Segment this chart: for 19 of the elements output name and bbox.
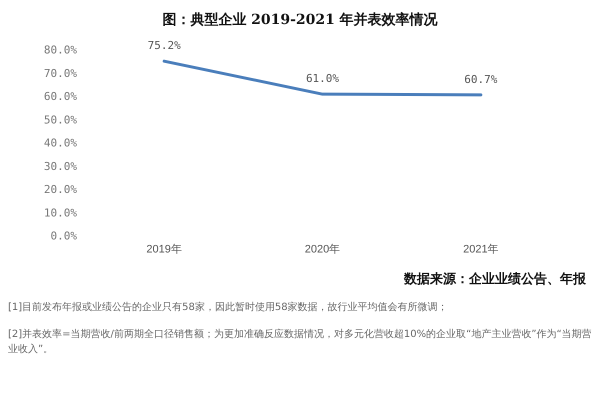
text: [1]目前发布年报或业绩公告的企业只有58家，因此暂时使用58家数据，故行业平均值会有所微调； [7, 300, 449, 315]
source-note: 数据来源：企业业绩公告、年报 [402, 270, 587, 288]
y-tick-label: 60.0% [44, 90, 78, 103]
y-tick-label: 0.0% [50, 230, 78, 242]
text: [2]并表效率=当期营收/前两期全口径销售额；为更加准确反应数据情况，对多元化营收超10%的企业取“地产主业营收”作为“当期营业收入”。 [7, 328, 593, 357]
y-tick-label: 30.0% [44, 160, 78, 173]
x-tick-label: 2021年 [463, 244, 499, 256]
y-tick-label: 80.0% [44, 44, 78, 56]
y-tick-label: 70.0% [44, 66, 78, 80]
chart-title: 图：典型企业 2019-2021 年并表效率情况 [162, 11, 439, 28]
y-tick-label: 50.0% [44, 113, 78, 126]
data-label: 75.2% [148, 39, 182, 52]
y-tick-label: 10.0% [44, 206, 78, 220]
x-tick-label: 2019年 [146, 244, 182, 256]
y-tick-label: 20.0% [44, 183, 78, 196]
y-tick-label: 40.0% [44, 136, 78, 150]
data-label: 61.0% [306, 72, 340, 86]
x-tick-label: 2020年 [304, 244, 340, 256]
data-label: 60.7% [464, 72, 498, 86]
